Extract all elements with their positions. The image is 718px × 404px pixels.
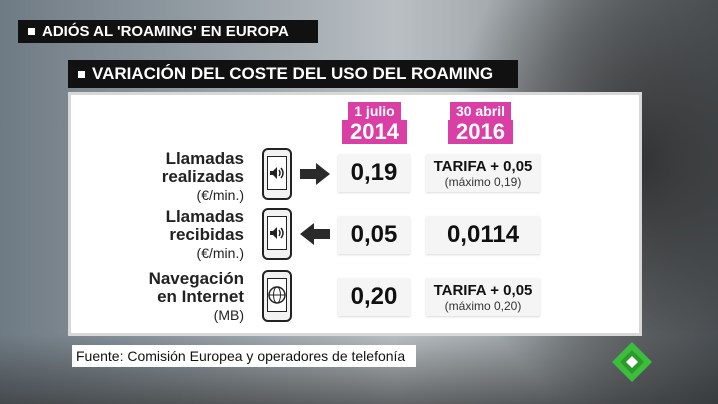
row-unit: (€/min.): [196, 245, 244, 261]
bullet-square-icon: [28, 28, 35, 35]
graphic-title: VARIACIÓN DEL COSTE DEL USO DEL ROAMING: [68, 60, 518, 88]
value-2014-llamadas-realizadas: 0,19: [338, 154, 410, 192]
value-2014-llamadas-recibidas: 0,05: [338, 216, 410, 254]
phone-www-icon: [262, 270, 292, 322]
column-date-line1: 1 julio: [348, 102, 401, 120]
bullet-square-icon: [78, 70, 85, 78]
row-unit: (€/min.): [196, 187, 244, 203]
row-label-navegacion-internet: Navegación en Internet (MB): [120, 270, 244, 324]
column-date-line2: 2016: [448, 120, 513, 144]
row-unit: (MB): [213, 307, 244, 323]
value-2016-llamadas-recibidas: 0,0114: [426, 216, 540, 254]
value-2016-note: (máximo 0,20): [444, 298, 522, 313]
arrow-left-icon: [300, 223, 330, 245]
arrow-right-icon: [300, 163, 330, 185]
column-header-2014: 1 julio 2014: [342, 102, 407, 144]
column-date-line1: 30 abril: [449, 102, 511, 120]
column-date-line2: 2014: [342, 120, 407, 144]
row-label-line2: recibidas: [169, 225, 244, 244]
value-2016-navegacion-internet: TARIFA + 0,05 (máximo 0,20): [426, 278, 540, 316]
column-header-2016: 30 abril 2016: [448, 102, 513, 144]
row-label-llamadas-realizadas: Llamadas realizadas (€/min.): [120, 150, 244, 204]
graphic-title-text: VARIACIÓN DEL COSTE DEL USO DEL ROAMING: [92, 64, 494, 83]
value-2014-navegacion-internet: 0,20: [338, 278, 410, 316]
row-label-llamadas-recibidas: Llamadas recibidas (€/min.): [120, 208, 244, 262]
row-label-line1: Llamadas: [165, 207, 244, 226]
row-label-line1: Navegación: [148, 269, 244, 288]
value-2016-main: TARIFA + 0,05: [433, 281, 533, 299]
header-tag-text: ADIÓS AL 'ROAMING' EN EUROPA: [42, 23, 289, 40]
channel-logo-icon: [612, 342, 652, 382]
phone-sound-icon: [262, 148, 292, 200]
row-label-line1: Llamadas: [165, 149, 244, 168]
row-label-line2: en Internet: [157, 287, 244, 306]
source-caption: Fuente: Comisión Europea y operadores de…: [72, 345, 416, 367]
row-label-line2: realizadas: [161, 167, 244, 186]
value-2016-note: (máximo 0,19): [444, 174, 522, 189]
value-2016-main: TARIFA + 0,05: [433, 157, 533, 175]
value-2016-llamadas-realizadas: TARIFA + 0,05 (máximo 0,19): [426, 154, 540, 192]
header-tag: ADIÓS AL 'ROAMING' EN EUROPA: [18, 20, 318, 43]
phone-sound-icon: [262, 208, 292, 260]
